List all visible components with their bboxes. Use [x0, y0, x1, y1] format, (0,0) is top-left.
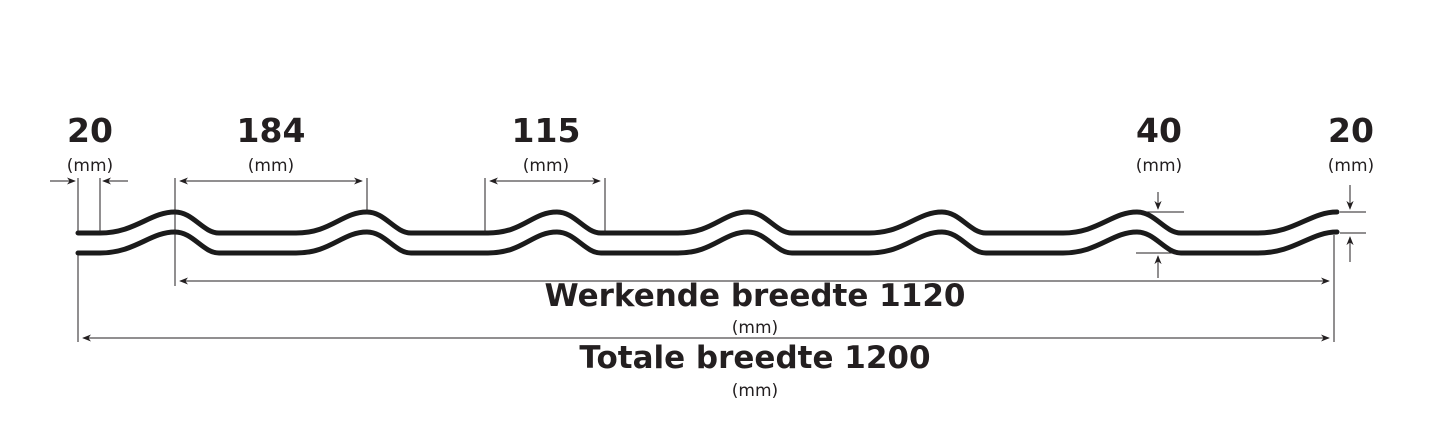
left-edge-value: 20: [67, 111, 113, 150]
rib-height-value: 40: [1136, 111, 1182, 150]
dimension-rib-height: 40 (mm): [1136, 111, 1184, 278]
total-width-unit: (mm): [732, 381, 778, 401]
left-edge-unit: (mm): [67, 156, 113, 176]
dimension-rib-width: 115 (mm): [484, 111, 606, 233]
dimension-rib-spacing: 184 (mm): [174, 111, 368, 286]
total-width-label: Totale breedte 1200: [579, 340, 930, 376]
rib-width-value: 115: [512, 111, 581, 150]
rib-height-unit: (mm): [1136, 156, 1182, 176]
working-width-label: Werkende breedte 1120: [545, 278, 966, 314]
right-edge-unit: (mm): [1328, 156, 1374, 176]
profile-top-line: [75, 209, 1340, 236]
dimension-total-width: Totale breedte 1200 (mm): [77, 255, 1330, 401]
dimension-left-edge: 20 (mm): [50, 111, 128, 232]
dimension-working-width: Werkende breedte 1120 (mm): [179, 235, 1335, 342]
rib-width-unit: (mm): [523, 156, 569, 176]
right-edge-value: 20: [1328, 111, 1374, 150]
profile-bottom-line: [75, 229, 1340, 256]
rib-spacing-unit: (mm): [248, 156, 294, 176]
working-width-unit: (mm): [732, 318, 778, 338]
dimension-right-edge: 20 (mm): [1328, 111, 1374, 262]
rib-spacing-value: 184: [237, 111, 306, 150]
